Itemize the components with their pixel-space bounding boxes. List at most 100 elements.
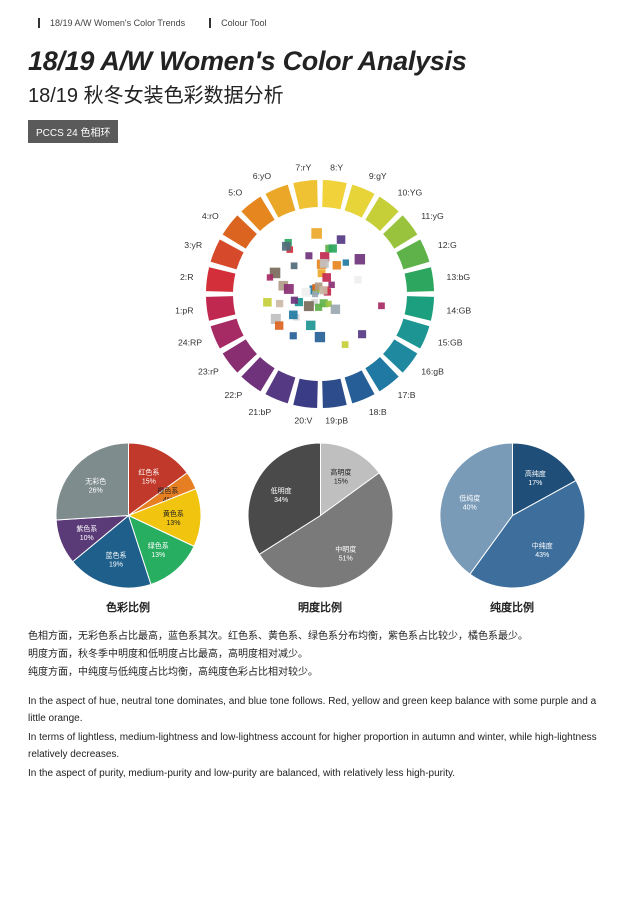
wheel-label: 12:G xyxy=(438,240,457,250)
body-paragraph-zh: 色相方面，无彩色系占比最高，蓝色系其次。红色系、黄色系、绿色系分布均衡，紫色系占… xyxy=(28,629,612,645)
pie-slice-label: 橙色系 xyxy=(157,486,178,495)
scatter-swatch xyxy=(343,259,349,265)
scatter-swatch xyxy=(354,276,361,283)
scatter-swatch xyxy=(319,286,327,294)
wheel-segment xyxy=(405,296,434,321)
body-paragraph-en: In the aspect of purity, medium-purity a… xyxy=(28,765,612,782)
scatter-swatch xyxy=(320,259,329,268)
scatter-swatch xyxy=(355,254,365,264)
wheel-label: 20:V xyxy=(294,415,312,425)
pie-slice-value: 51% xyxy=(338,556,352,563)
scatter-swatch xyxy=(302,288,311,297)
pie-slice-label: 低纯度 xyxy=(459,494,480,503)
pie-slice-value: 10% xyxy=(79,535,93,542)
pie-caption: 纯度比例 xyxy=(416,599,608,615)
pie-slice-label: 高纯度 xyxy=(524,469,545,478)
scatter-swatch xyxy=(328,282,334,288)
scatter-swatch xyxy=(358,330,366,338)
pie-caption: 色彩比例 xyxy=(32,599,224,615)
wheel-label: 11:yG xyxy=(421,211,444,221)
scatter-swatch xyxy=(289,311,298,320)
scatter-swatch xyxy=(304,301,314,311)
wheel-label: 23:rP xyxy=(198,367,219,377)
color-wheel-chart: 8:Y 9:gY 10:YG 11:yG 12:G 13:bG 14:GB 15:GB 16:g… xyxy=(28,149,612,439)
wheel-label: 7:rY xyxy=(295,162,311,172)
wheel-label: 15:GB xyxy=(438,338,463,348)
scatter-swatch xyxy=(315,304,322,311)
wheel-label: 17:B xyxy=(398,390,416,400)
scatter-swatch xyxy=(342,341,349,348)
pie-slice-label: 中明度 xyxy=(335,545,356,554)
scatter-swatch xyxy=(306,321,315,330)
body-paragraph-zh: 纯度方面，中纯度与低纯度占比均衡，高纯度色彩占比相对较少。 xyxy=(28,665,612,681)
pie-chart: 高纯度 17% 中纯度 43% 低纯度 40% 纯度比例 xyxy=(416,443,608,615)
wheel-segment xyxy=(322,379,347,408)
breadcrumb: 18/19 A/W Women's Color Trends Colour To… xyxy=(28,18,612,28)
pie-slice-value: 13% xyxy=(151,552,165,559)
pie-slice-value: 26% xyxy=(88,488,102,495)
scatter-swatch xyxy=(312,291,318,297)
pie-slice-value: 19% xyxy=(108,562,122,569)
body-paragraph-en: In the aspect of hue, neutral tone domin… xyxy=(28,693,612,727)
pie-slice-label: 黄色系 xyxy=(162,509,183,518)
wheel-segment xyxy=(405,267,434,292)
scatter-swatch xyxy=(337,235,346,244)
pie-caption: 明度比例 xyxy=(224,599,416,615)
scatter-swatch xyxy=(267,274,273,280)
pie-slice-label: 紫色系 xyxy=(76,524,97,533)
scatter-swatch xyxy=(315,332,325,342)
wheel-label: 1:pR xyxy=(175,306,193,316)
pie-charts-row: 红色系15%橙色系4%黄色系13%绿色系13%蓝色系19%紫色系10%无彩色26… xyxy=(32,443,608,615)
scatter-swatch xyxy=(322,273,331,282)
pie-slice-value: 15% xyxy=(141,478,155,485)
pie-slice-value: 43% xyxy=(535,552,549,559)
wheel-label: 18:B xyxy=(369,407,387,417)
scatter-swatch xyxy=(263,298,272,307)
pie-slice-value: 40% xyxy=(462,505,476,512)
wheel-segment xyxy=(293,379,318,408)
pie-slice-label: 低明度 xyxy=(270,486,291,495)
scatter-swatch xyxy=(290,332,297,339)
analysis-text: 色相方面，无彩色系占比最高，蓝色系其次。红色系、黄色系、绿色系分布均衡，紫色系占… xyxy=(28,629,612,782)
scatter-swatch xyxy=(291,262,298,269)
wheel-label: 8:Y xyxy=(330,162,343,172)
pie-chart: 红色系15%橙色系4%黄色系13%绿色系13%蓝色系19%紫色系10%无彩色26… xyxy=(32,443,224,615)
scatter-swatch xyxy=(333,261,341,269)
breadcrumb-right: Colour Tool xyxy=(221,18,266,28)
wheel-segment xyxy=(293,180,318,209)
body-paragraph-zh: 明度方面，秋冬季中明度和低明度占比最高，高明度相对减少。 xyxy=(28,647,612,663)
pie-slice-label: 中纯度 xyxy=(531,541,552,550)
pie-slice-label: 蓝色系 xyxy=(105,551,126,560)
scatter-swatch xyxy=(331,305,340,314)
wheel-label: 19:pB xyxy=(325,415,348,425)
page-title-en: 18/19 A/W Women's Color Analysis xyxy=(28,46,612,77)
scatter-swatch xyxy=(378,302,385,309)
breadcrumb-left: 18/19 A/W Women's Color Trends xyxy=(50,18,185,28)
scatter-swatch xyxy=(275,321,283,329)
wheel-segment xyxy=(322,180,347,209)
pie-slice-value: 13% xyxy=(166,520,180,527)
wheel-segment xyxy=(206,267,235,292)
page-title-zh: 18/19 秋冬女装色彩数据分析 xyxy=(28,79,612,108)
pie-slice-value: 34% xyxy=(274,497,288,504)
scatter-swatch xyxy=(284,284,294,294)
wheel-label: 9:gY xyxy=(369,171,387,181)
scatter-swatch xyxy=(311,228,322,239)
section-badge: PCCS 24 色相环 xyxy=(28,120,118,143)
wheel-label: 10:YG xyxy=(398,188,423,198)
pie-slice-value: 17% xyxy=(528,480,542,487)
body-paragraph-en: In terms of lightless, medium-lightness … xyxy=(28,729,612,763)
wheel-label: 16:gB xyxy=(421,367,444,377)
wheel-label: 22:P xyxy=(224,390,242,400)
pie-chart: 高明度15%中明度51%低明度34%明度比例 xyxy=(224,443,416,615)
wheel-label: 14:GB xyxy=(447,306,472,316)
pie-slice-label: 绿色系 xyxy=(147,541,168,550)
pie-slice-label: 高明度 xyxy=(330,467,351,476)
wheel-label: 13:bG xyxy=(447,272,471,282)
wheel-label: 2:R xyxy=(180,272,194,282)
wheel-label: 6:yO xyxy=(253,171,272,181)
pie-slice-label: 红色系 xyxy=(138,467,159,476)
wheel-label: 4:rO xyxy=(202,211,219,221)
wheel-label: 24:RP xyxy=(178,338,202,348)
wheel-segment xyxy=(206,296,235,321)
